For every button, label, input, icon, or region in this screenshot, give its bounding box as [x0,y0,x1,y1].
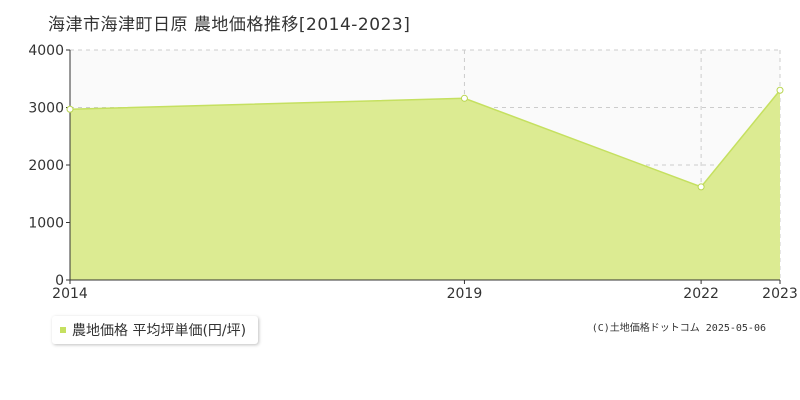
legend-swatch [60,327,66,333]
data-point-3 [776,86,784,94]
copyright-text: (C)土地価格ドットコム 2025-05-06 [591,323,766,334]
legend: 農地価格 平均坪単価(円/坪) [52,316,259,344]
y-tick-label-3: 3000 [28,101,64,117]
series-area [70,90,780,280]
y-tick-label-4: 4000 [28,43,64,59]
x-tick-label-0: 2014 [52,286,88,302]
y-tick-label-0: 0 [55,273,64,289]
y-tick-label-2: 2000 [28,158,64,174]
series-line [69,89,781,188]
y-tick-label-1: 1000 [28,216,64,232]
data-point-0 [66,105,74,113]
legend-label: 農地価格 平均坪単価(円/坪) [72,323,247,339]
data-point-1 [460,94,468,102]
x-tick-label-2: 2022 [683,286,719,302]
x-tick-label-1: 2019 [447,286,483,302]
chart-title: 海津市海津町日原 農地価格推移[2014-2023] [48,15,411,35]
data-point-2 [697,183,705,191]
x-tick-label-3: 2023 [762,286,798,302]
